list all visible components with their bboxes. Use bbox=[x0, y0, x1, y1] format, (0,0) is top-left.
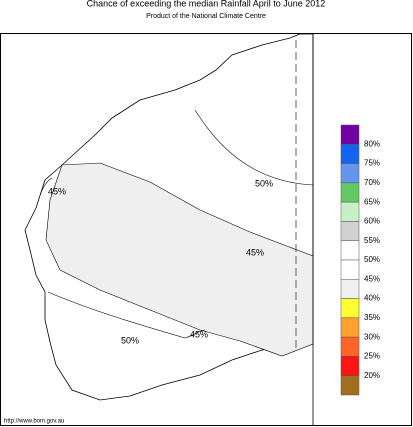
legend-label: 55% bbox=[364, 236, 380, 245]
contour-label: 45% bbox=[190, 329, 208, 339]
contour-line bbox=[194, 109, 314, 186]
legend-swatch bbox=[340, 259, 360, 280]
legend-swatch bbox=[340, 124, 360, 145]
legend-label: 75% bbox=[364, 159, 380, 168]
legend-swatch bbox=[340, 298, 360, 319]
legend-swatch bbox=[340, 221, 360, 241]
legend-swatch bbox=[340, 336, 360, 357]
subtitle: Product of the National Climate Centre bbox=[146, 13, 266, 20]
contour-label: 45% bbox=[246, 247, 264, 257]
legend-label: 65% bbox=[364, 197, 380, 206]
legend-swatch bbox=[340, 182, 360, 203]
contour-label: 45% bbox=[48, 186, 66, 196]
contour-line bbox=[47, 291, 206, 339]
legend-label: 25% bbox=[364, 352, 380, 361]
legend-swatch bbox=[340, 356, 360, 376]
legend-label: 80% bbox=[364, 139, 380, 148]
contour-label: 50% bbox=[255, 178, 273, 188]
legend-label: 70% bbox=[364, 178, 380, 187]
footer: http://www.bom.gov.au bbox=[4, 419, 64, 425]
contour-label: 50% bbox=[121, 335, 139, 345]
title: Chance of exceeding the median Rainfall … bbox=[87, 0, 326, 8]
region-45 bbox=[45, 162, 314, 357]
legend-label: 20% bbox=[364, 371, 380, 380]
legend: 80% 75% 70% 65% 60% 55% 50% 45% 40% 35% 30% 25% 20% bbox=[340, 124, 380, 396]
legend-swatch bbox=[340, 240, 360, 261]
legend-swatch bbox=[340, 375, 360, 396]
legend-label: 35% bbox=[364, 313, 380, 322]
legend-swatch bbox=[340, 279, 360, 299]
legend-swatch bbox=[340, 317, 360, 338]
legend-label: 40% bbox=[364, 294, 380, 303]
contour-line bbox=[39, 177, 53, 196]
legend-swatch bbox=[340, 144, 360, 164]
legend-label: 30% bbox=[364, 332, 380, 341]
legend-swatch bbox=[340, 201, 360, 222]
legend-label: 50% bbox=[364, 255, 380, 264]
legend-label: 45% bbox=[364, 274, 380, 283]
legend-swatch bbox=[340, 163, 360, 184]
legend-label: 60% bbox=[364, 217, 380, 226]
